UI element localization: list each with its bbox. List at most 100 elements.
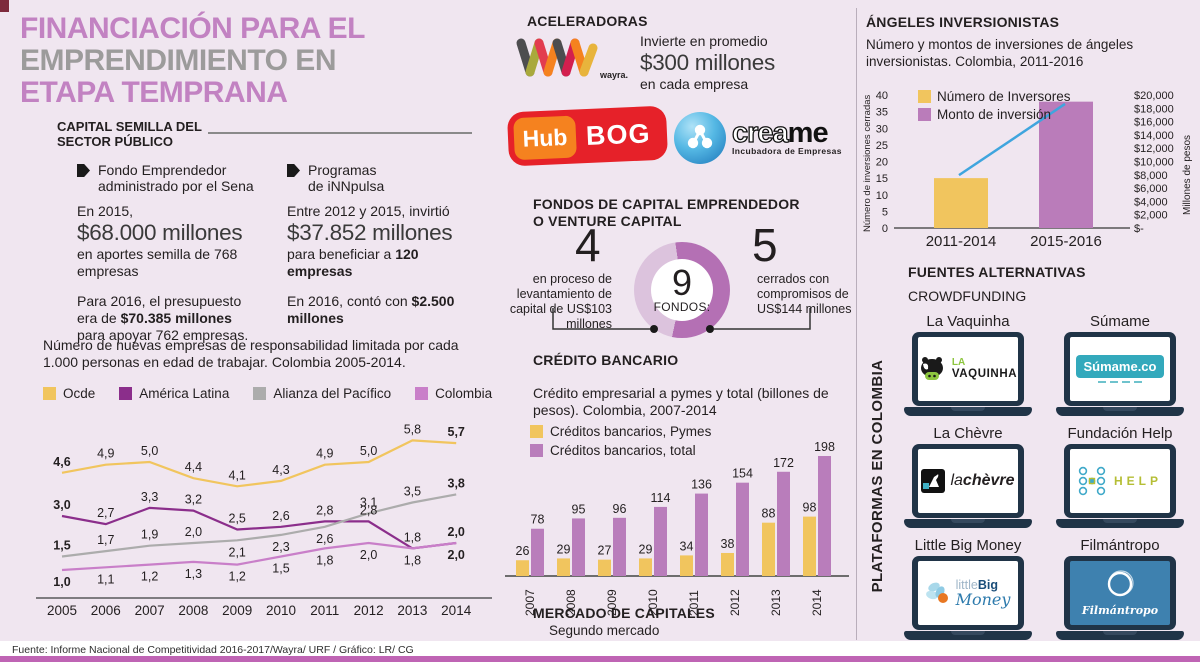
- svg-text:2014: 2014: [810, 589, 824, 616]
- svg-text:4,3: 4,3: [272, 463, 289, 477]
- svg-text:172: 172: [773, 456, 794, 470]
- svg-text:2007: 2007: [523, 589, 537, 616]
- legend-swatch-total: [530, 444, 543, 457]
- butterfly-icon: [925, 582, 948, 603]
- little-big-money-wordmark: littleBig Money: [955, 578, 1011, 609]
- laptop-base: [904, 519, 1032, 528]
- svg-text:35: 35: [876, 107, 888, 119]
- platform-name-la-chevre: La Chèvre: [933, 425, 1003, 442]
- mercado-subtitle: Segundo mercado: [549, 623, 660, 638]
- creame-sphere-icon: [674, 112, 726, 164]
- svg-text:10: 10: [876, 190, 888, 202]
- help-circles-icon: [1078, 466, 1106, 496]
- fondo-p1-intro: En 2015,: [77, 203, 134, 219]
- svg-text:2,0: 2,0: [448, 525, 465, 539]
- svg-text:Monto de inversión: Monto de inversión: [937, 107, 1051, 122]
- svg-text:15: 15: [876, 173, 888, 185]
- svg-text:5,7: 5,7: [448, 425, 465, 439]
- svg-text:2,8: 2,8: [316, 503, 333, 517]
- svg-text:4,1: 4,1: [229, 468, 246, 482]
- svg-text:Número de inversiones cerradas: Número de inversiones cerradas: [862, 94, 873, 232]
- svg-text:29: 29: [557, 542, 571, 556]
- svg-text:154: 154: [732, 467, 753, 481]
- platform-name-filmantropo: Filmántropo: [1080, 537, 1160, 554]
- sumame-logo: Súmame.co: [1075, 355, 1165, 378]
- laptop-little-big-money: littleBig Money: [904, 556, 1032, 640]
- svg-text:2012: 2012: [354, 603, 384, 618]
- svg-text:1,7: 1,7: [97, 533, 114, 547]
- svg-text:1,2: 1,2: [141, 570, 158, 584]
- svg-text:2,0: 2,0: [185, 525, 202, 539]
- title-line-2: EMPRENDIMIENTO EN: [20, 44, 336, 77]
- la-chevre-logo: lachèvre: [921, 469, 1015, 493]
- fondo-title: Fondo Emprendedor administrado por el Se…: [98, 162, 254, 194]
- svg-text:2009: 2009: [222, 603, 252, 618]
- laptop-screen: Filmántropo: [1064, 556, 1176, 630]
- legend-item-colombia: Colombia: [415, 386, 492, 401]
- laptop-screen: LA VAQUINHA: [912, 332, 1024, 406]
- laptop-screen: lachèvre: [912, 444, 1024, 518]
- innpulsa-p1-amount: $37.852 millones: [287, 220, 453, 245]
- credito-heading: CRÉDITO BANCARIO: [533, 352, 679, 368]
- capital-semilla-heading: CAPITAL SEMILLA DEL SECTOR PÚBLICO: [57, 119, 202, 149]
- svg-text:$14,000: $14,000: [1134, 130, 1174, 142]
- legend-swatch-america-latina: [119, 387, 133, 400]
- svg-text:1,8: 1,8: [316, 553, 333, 567]
- svg-text:198: 198: [814, 440, 835, 454]
- laptop-fundacion-help: HELP: [1056, 444, 1184, 528]
- title-line-3: ETAPA TEMPRANA: [20, 76, 288, 109]
- svg-text:2012: 2012: [728, 589, 742, 616]
- title-line-1: FINANCIACIÓN PARA EL: [20, 12, 366, 45]
- svg-text:1,8: 1,8: [404, 553, 421, 567]
- svg-text:0: 0: [882, 223, 888, 235]
- goat-icon: [921, 469, 946, 493]
- wayra-wordmark: wayra.: [599, 70, 628, 80]
- innpulsa-p1-intro: Entre 2012 y 2015, invirtió: [287, 203, 450, 219]
- svg-text:$6,000: $6,000: [1134, 183, 1168, 195]
- svg-text:1,9: 1,9: [141, 528, 158, 542]
- footer-accent-bar: [0, 656, 1200, 662]
- svg-text:2008: 2008: [564, 589, 578, 616]
- svg-text:96: 96: [613, 502, 627, 516]
- crowdfunding-subheading: CROWDFUNDING: [908, 288, 1027, 304]
- footer-strip: [0, 641, 1200, 656]
- legend-item-america-latina: América Latina: [119, 386, 229, 401]
- fondo-p2: Para 2016, el presupuesto era de $70.385…: [77, 293, 249, 343]
- filmantropo-ring-icon: [1107, 570, 1134, 597]
- legend-item-alianza: Alianza del Pacífico: [253, 386, 391, 401]
- plataformas-side-label: PLATAFORMAS EN COLOMBIA: [869, 359, 886, 593]
- aceleradoras-heading: ACELERADORAS: [527, 13, 648, 29]
- fondos-right-number: 5: [752, 219, 778, 271]
- svg-text:2008: 2008: [178, 603, 208, 618]
- svg-text:1,1: 1,1: [97, 572, 114, 586]
- svg-text:2007: 2007: [135, 603, 165, 618]
- creame-wordmark: creame Incubadora de Empresas: [731, 117, 842, 156]
- svg-text:3,1: 3,1: [360, 495, 377, 509]
- wayra-logo-icon: wayra.: [516, 38, 628, 80]
- svg-text:1,3: 1,3: [185, 567, 202, 581]
- line-chart-legend: Ocde América Latina Alianza del Pacífico…: [43, 386, 492, 401]
- fondo-p1-rest: en aportes semilla de 768 empresas: [77, 246, 238, 279]
- svg-text:4,4: 4,4: [185, 460, 202, 474]
- platform-name-fundacion-help: Fundación Help: [1067, 425, 1173, 442]
- sumame-tagline-dashes: [1098, 381, 1142, 383]
- bullet-tag-icon: [77, 164, 90, 177]
- svg-text:20: 20: [876, 157, 888, 169]
- svg-text:2011: 2011: [687, 590, 701, 616]
- la-vaquinha-wordmark: LA VAQUINHA: [951, 357, 1018, 381]
- platform-name-sumame: Súmame: [1089, 313, 1151, 330]
- fundacion-help-logo: HELP: [1078, 466, 1162, 496]
- la-vaquinha-logo: LA VAQUINHA: [919, 356, 1017, 382]
- svg-text:2010: 2010: [646, 589, 660, 616]
- svg-text:$16,000: $16,000: [1134, 117, 1174, 129]
- svg-text:136: 136: [691, 478, 712, 492]
- bullet-tag-icon: [287, 164, 300, 177]
- fondos-right-text: cerrados con compromisos de US$144 millo…: [757, 272, 852, 316]
- page-title: FINANCIACIÓN PARA EL EMPRENDIMIENTO EN E…: [20, 12, 366, 109]
- fondos-left-number: 4: [575, 219, 601, 271]
- creame-logo: creame Incubadora de Empresas: [674, 112, 842, 164]
- fondos-left-text: en proceso de levantamiento de capital d…: [509, 272, 612, 331]
- footer-source: Fuente: Informe Nacional de Competitivid…: [12, 644, 414, 656]
- svg-text:2009: 2009: [605, 589, 619, 616]
